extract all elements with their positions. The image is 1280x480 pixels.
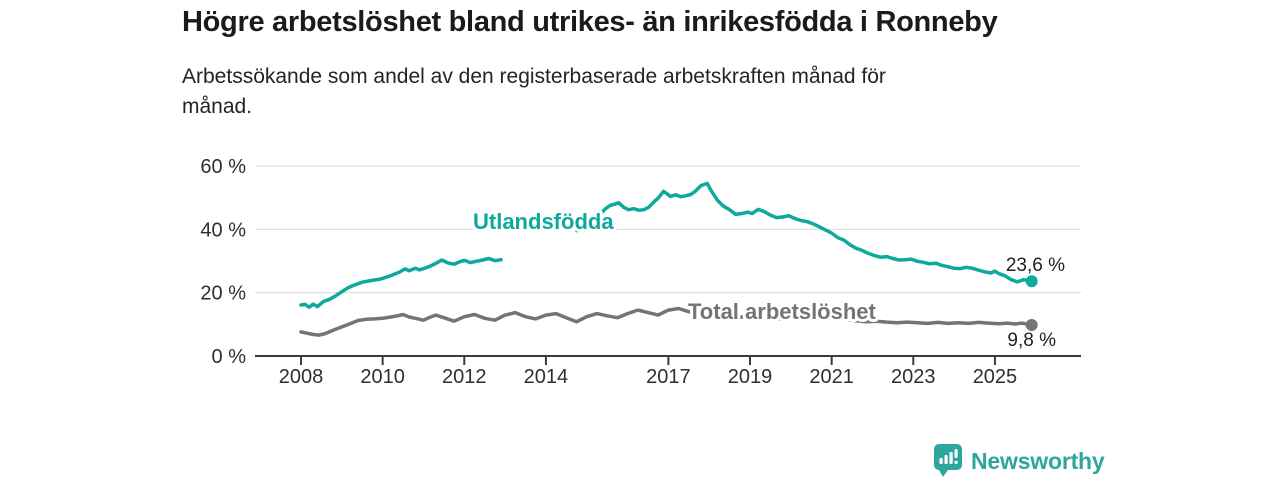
- x-axis-tick-label: 2012: [442, 366, 487, 388]
- end-value-label-total: 9,8 %: [1007, 330, 1056, 351]
- brand-footer: Newsworthy: [934, 444, 1105, 478]
- x-axis-tick-label: 2023: [891, 366, 936, 388]
- y-axis-tick-label: 60 %: [200, 156, 246, 178]
- y-axis-tick-label: 20 %: [200, 283, 246, 305]
- y-axis-tick-label: 40 %: [200, 219, 246, 241]
- x-axis-tick-label: 2017: [646, 366, 691, 388]
- series-endpoint-total: [1025, 318, 1038, 331]
- x-axis-tick-label: 2019: [728, 366, 773, 388]
- series-line-total-seg0: [299, 306, 1034, 337]
- brand-name: Newsworthy: [971, 447, 1105, 474]
- chart-subtitle: Arbetssökande som andel av den registerb…: [182, 62, 1062, 122]
- x-axis-tick-label: 2010: [360, 366, 405, 388]
- end-value-label-utlandsfodda: 23,6 %: [1006, 255, 1065, 276]
- subtitle-line-2: månad.: [182, 95, 253, 118]
- bar-chart-speech-bubble-icon: [934, 444, 962, 477]
- series-label-utlandsfodda-halo: Utlandsfödda: [473, 209, 614, 234]
- series-line-utlandsfodda-seg0: [299, 256, 503, 309]
- x-axis-tick-label: 2008: [279, 366, 324, 388]
- series-endpoint-utlandsfodda: [1025, 275, 1038, 288]
- series-label-utlandsfodda: Utlandsfödda: [473, 209, 614, 234]
- series-label-total-halo: Total arbetslöshet: [688, 299, 877, 324]
- x-axis-tick-label: 2021: [809, 366, 854, 388]
- series-line-utlandsfodda-seg1: [575, 181, 1034, 284]
- grid-layer: 0 % 20 % 40 % 60 % 2008 2010 2012 2014 2017 2019 2…: [200, 156, 1081, 388]
- annotation-layer: Utlandsfödda Utlandsfödda Total arbetslö…: [470, 206, 1065, 351]
- subtitle-line-1: Arbetssökande som andel av den registerb…: [182, 65, 886, 88]
- series-label-total: Total arbetslöshet: [688, 299, 877, 324]
- series-layer: [299, 181, 1038, 337]
- x-axis-tick-label: 2014: [524, 366, 569, 388]
- x-axis-tick-label: 2025: [973, 366, 1018, 388]
- y-axis-tick-label: 0 %: [212, 346, 247, 368]
- page-title: Högre arbetslöshet bland utrikes- än inr…: [182, 6, 998, 38]
